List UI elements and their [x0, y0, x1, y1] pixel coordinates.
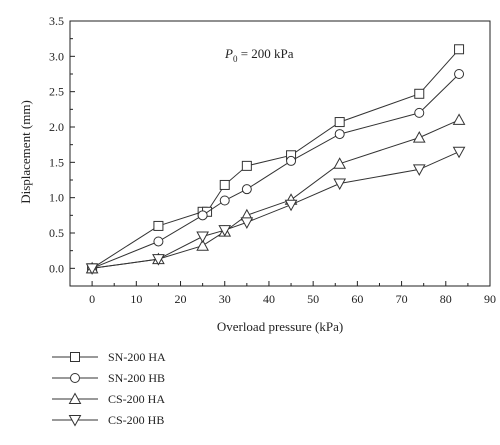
data-point [454, 69, 465, 79]
annotation-label: P0 = 200 kPa [224, 46, 294, 64]
series-sn-200-ha [87, 44, 465, 274]
legend-marker [70, 352, 80, 362]
data-point [333, 157, 347, 169]
data-point [241, 184, 252, 195]
x-tick-label: 40 [263, 292, 275, 306]
y-tick-label: 2.5 [49, 85, 64, 99]
data-point [414, 88, 425, 99]
data-point [286, 155, 297, 166]
data-point [452, 146, 466, 159]
plot-frame [69, 20, 491, 287]
legend-item: SN-200 HA [52, 350, 166, 364]
data-point [153, 236, 164, 247]
data-point [85, 263, 99, 275]
series-cs-200-hb [85, 146, 466, 275]
series-cs-200-ha [85, 113, 466, 274]
data-point [334, 117, 345, 128]
series-sn-200-hb [87, 69, 465, 274]
y-tick-label: 3.0 [49, 49, 64, 63]
x-tick-label: 70 [396, 292, 408, 306]
y-axis: 0.0 0.5 1.0 1.5 2.0 2.5 3.0 3.5 [49, 14, 75, 275]
x-tick-label: 60 [351, 292, 363, 306]
legend-marker [68, 415, 82, 427]
y-tick-label: 2.0 [49, 120, 64, 134]
data-point [196, 239, 209, 251]
legend-label: CS-200 HA [108, 392, 165, 406]
data-point [240, 217, 254, 229]
data-point [334, 129, 345, 140]
x-tick-label: 90 [484, 292, 496, 306]
x-tick-label: 30 [219, 292, 231, 306]
annotation-prefix: P [224, 46, 233, 61]
data-point [454, 44, 465, 55]
data-point [152, 254, 165, 266]
data-point [284, 199, 298, 212]
x-tick-label: 10 [130, 292, 142, 306]
y-tick-label: 0.0 [49, 261, 64, 275]
y-tick-label: 1.5 [49, 155, 64, 169]
series-layer [85, 44, 466, 275]
plot-border [69, 20, 491, 287]
data-point [452, 113, 466, 125]
y-tick-label: 3.5 [49, 14, 64, 28]
y-tick-label: 1.0 [49, 191, 64, 205]
x-axis-label: Overload pressure (kPa) [217, 319, 343, 334]
data-point [197, 210, 208, 221]
y-axis-label: Displacement (mm) [18, 100, 33, 204]
legend-marker [70, 373, 80, 383]
data-point [153, 220, 164, 231]
y-tick-label: 0.5 [49, 226, 64, 240]
data-point [218, 225, 232, 237]
data-point [412, 131, 426, 143]
data-point [219, 179, 230, 190]
data-point [333, 178, 347, 191]
data-point [414, 107, 425, 118]
data-point [241, 160, 252, 171]
legend-marker [68, 392, 82, 404]
series-line [91, 48, 460, 269]
annotation-subscript: 0 [233, 54, 238, 64]
legend-item: SN-200 HB [52, 371, 165, 385]
x-axis: 0 10 20 30 40 50 60 70 80 90 [89, 281, 496, 306]
data-point [196, 231, 209, 244]
data-point [412, 164, 426, 176]
legend-item: CS-200 HA [52, 392, 165, 406]
legend-item: CS-200 HB [52, 413, 164, 427]
x-tick-label: 80 [440, 292, 452, 306]
series-line [92, 151, 460, 269]
legend: SN-200 HA SN-200 HB CS-200 HA CS-200 HB [52, 350, 166, 427]
x-tick-label: 0 [89, 292, 95, 306]
data-point [219, 195, 230, 206]
legend-label: SN-200 HB [108, 371, 165, 385]
annotation-suffix: = 200 kPa [237, 46, 293, 61]
x-tick-label: 50 [307, 292, 319, 306]
x-tick-label: 20 [175, 292, 187, 306]
legend-label: CS-200 HB [108, 413, 164, 427]
legend-label: SN-200 HA [108, 350, 166, 364]
series-line [91, 73, 460, 269]
